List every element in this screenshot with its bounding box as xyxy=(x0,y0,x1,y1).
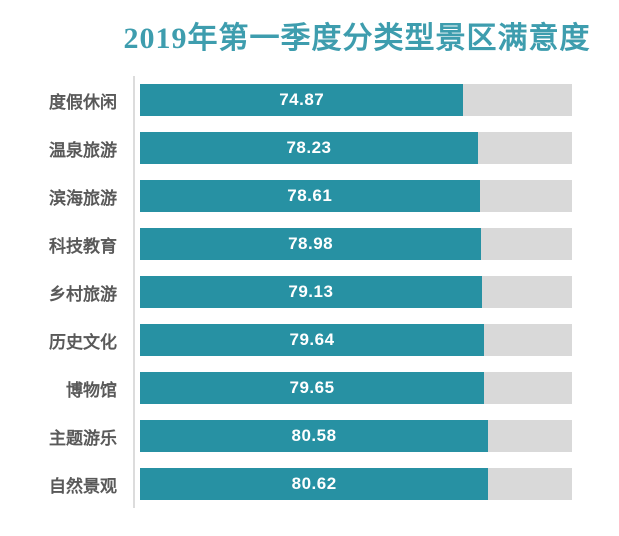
chart-row: 自然景观 80.62 xyxy=(0,468,619,500)
bar: 79.13 xyxy=(140,276,482,308)
bar: 79.65 xyxy=(140,372,485,404)
bar-track: 78.98 xyxy=(140,228,572,260)
bar-value: 80.58 xyxy=(291,426,337,445)
chart-row: 乡村旅游 79.13 xyxy=(0,276,619,308)
chart-rows: 度假休闲 74.87 温泉旅游 78.23 滨海旅游 78.61 科技教育 78.98 乡村旅游… xyxy=(0,84,619,516)
bar-track: 79.65 xyxy=(140,372,572,404)
chart-row: 滨海旅游 78.61 xyxy=(0,180,619,212)
bar-value: 79.64 xyxy=(289,330,335,349)
bar-value: 74.87 xyxy=(279,90,325,109)
bar-track: 80.58 xyxy=(140,420,572,452)
chart-row: 博物馆 79.65 xyxy=(0,372,619,404)
category-label: 主题游乐 xyxy=(49,428,117,448)
category-label: 博物馆 xyxy=(66,380,117,400)
category-label: 滨海旅游 xyxy=(49,188,117,208)
chart-row: 历史文化 79.64 xyxy=(0,324,619,356)
bar: 80.62 xyxy=(140,468,489,500)
bar-track: 80.62 xyxy=(140,468,572,500)
category-label: 科技教育 xyxy=(49,236,117,256)
bar-track: 74.87 xyxy=(140,84,572,116)
bar: 78.61 xyxy=(140,180,480,212)
chart-title: 2019年第一季度分类型景区满意度 xyxy=(123,22,591,55)
category-label: 温泉旅游 xyxy=(49,140,117,160)
bar-value: 79.65 xyxy=(289,378,335,397)
chart-row: 度假休闲 74.87 xyxy=(0,84,619,116)
category-label: 历史文化 xyxy=(49,332,117,352)
bar-track: 79.64 xyxy=(140,324,572,356)
chart-row: 科技教育 78.98 xyxy=(0,228,619,260)
bar: 78.98 xyxy=(140,228,482,260)
bar-track: 79.13 xyxy=(140,276,572,308)
category-label: 自然景观 xyxy=(49,476,117,496)
bar: 74.87 xyxy=(140,84,464,116)
bar-value: 79.13 xyxy=(288,282,334,301)
bar-track: 78.23 xyxy=(140,132,572,164)
bar: 79.64 xyxy=(140,324,485,356)
chart-row: 主题游乐 80.58 xyxy=(0,420,619,452)
bar-value: 78.23 xyxy=(286,138,332,157)
bar: 78.23 xyxy=(140,132,478,164)
chart-row: 温泉旅游 78.23 xyxy=(0,132,619,164)
bar-value: 78.61 xyxy=(287,186,333,205)
bar-value: 80.62 xyxy=(291,474,337,493)
y-axis-line xyxy=(133,76,135,508)
bar-value: 78.98 xyxy=(288,234,334,253)
category-label: 乡村旅游 xyxy=(49,284,117,304)
bar-track: 78.61 xyxy=(140,180,572,212)
bar: 80.58 xyxy=(140,420,489,452)
category-label: 度假休闲 xyxy=(49,92,117,112)
